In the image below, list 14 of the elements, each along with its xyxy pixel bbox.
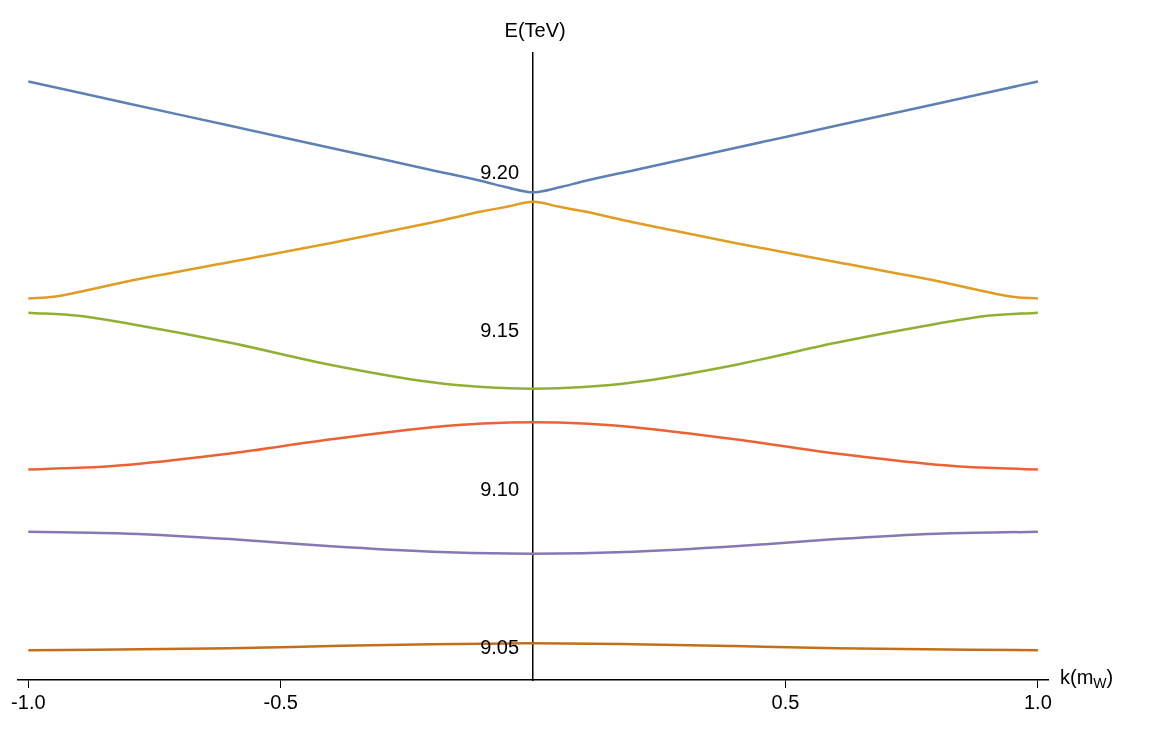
x-tick-label: 1.0 <box>1024 690 1052 713</box>
line-series <box>27 642 1040 652</box>
line-series <box>27 200 1040 300</box>
x-tick-label: -1.0 <box>11 690 46 713</box>
line-series <box>27 80 1040 194</box>
y-tick-label: 9.20 <box>480 160 520 183</box>
y-axis-title: E(TeV) <box>504 18 566 41</box>
x-tick-label: 0.5 <box>771 690 800 713</box>
y-tick-label: 9.10 <box>480 477 520 500</box>
line-series <box>27 311 1040 390</box>
y-tick-label: 9.15 <box>480 319 520 342</box>
line-series <box>27 420 1040 471</box>
x-tick-label: -0.5 <box>263 690 298 713</box>
line-series <box>27 530 1040 555</box>
